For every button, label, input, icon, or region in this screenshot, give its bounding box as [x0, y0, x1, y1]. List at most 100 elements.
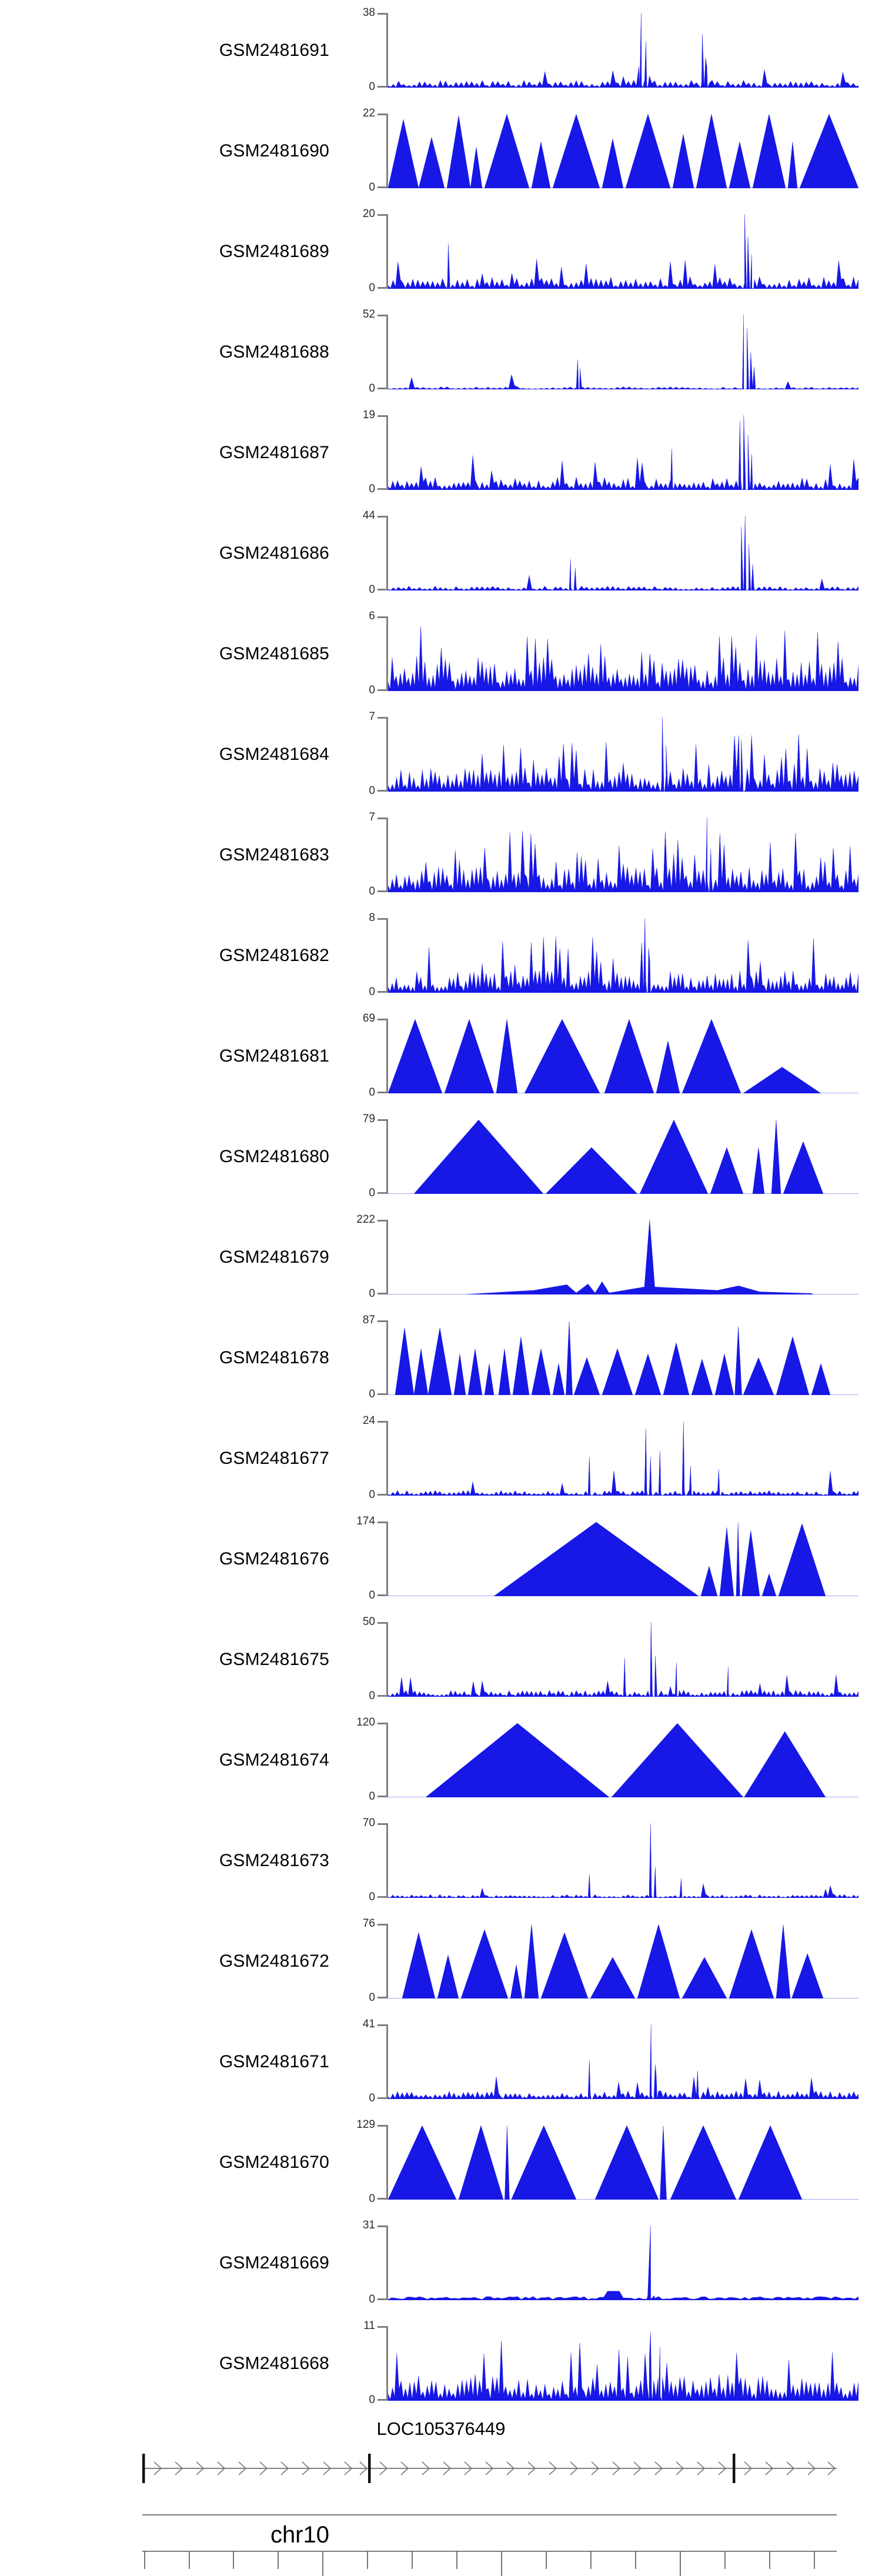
axis-line: [386, 717, 388, 792]
axis-max-value: 8: [369, 912, 375, 924]
axis-tick-max: [377, 415, 388, 417]
axis-tick-min: [377, 488, 388, 490]
signal-svg: [388, 817, 858, 892]
signal-plot[interactable]: [388, 616, 858, 691]
track-y-axis: 19 0: [363, 402, 388, 503]
axis-max-value: 6: [369, 610, 375, 622]
chromosome-label: chr10: [270, 2522, 329, 2548]
axis-line: [386, 2024, 388, 2099]
axis-max-value: 20: [362, 208, 375, 220]
signal-track: GSM2481685 6 0: [0, 603, 882, 704]
signal-plot[interactable]: [388, 1119, 858, 1194]
signal-plot[interactable]: [388, 1320, 858, 1395]
signal-area: [388, 918, 858, 993]
signal-plot[interactable]: [388, 2024, 858, 2099]
signal-area: [388, 415, 858, 490]
axis-min-value: 0: [369, 1388, 375, 1400]
axis-max-value: 24: [362, 1414, 375, 1427]
axis-tick-max: [377, 1119, 388, 1121]
axis-tick-min: [377, 890, 388, 892]
gene-model[interactable]: [141, 2450, 838, 2487]
signal-svg: [388, 114, 858, 188]
track-y-axis: 76 0: [363, 1911, 388, 2011]
axis-line: [386, 415, 388, 490]
signal-plot[interactable]: [388, 1723, 858, 1797]
signal-plot[interactable]: [388, 1521, 858, 1596]
axis-max-value: 87: [362, 1314, 375, 1326]
axis-tick-max: [377, 315, 388, 316]
axis-min-value: 0: [369, 1086, 375, 1099]
track-label: GSM2481673: [219, 1850, 329, 1870]
axis-tick-min: [377, 1695, 388, 1697]
signal-area: [388, 1622, 858, 1697]
gene-name-label: LOC105376449: [376, 2418, 506, 2439]
signal-area: [388, 1521, 858, 1596]
signal-track: GSM2481686 44 0: [0, 503, 882, 603]
signal-plot[interactable]: [388, 1019, 858, 1093]
track-y-axis: 44 0: [363, 503, 388, 603]
signal-svg: [388, 2225, 858, 2300]
signal-svg: [388, 1019, 858, 1093]
axis-line: [386, 1320, 388, 1395]
axis-tick-min: [377, 1796, 388, 1797]
signal-plot[interactable]: [388, 717, 858, 792]
axis-tick-min: [377, 2097, 388, 2099]
signal-plot[interactable]: [388, 1421, 858, 1496]
track-label: GSM2481690: [219, 141, 329, 161]
signal-area: [388, 1823, 858, 1898]
signal-svg: [388, 415, 858, 490]
signal-plot[interactable]: [388, 918, 858, 993]
signal-plot[interactable]: [388, 315, 858, 389]
axis-tick-max: [377, 918, 388, 920]
ruler-axis[interactable]: 22.4Mb22.41Mb22.42Mb22.43Mb22.44Mb22.45M…: [141, 2510, 838, 2576]
axis-max-value: 52: [362, 308, 375, 321]
signal-plot[interactable]: [388, 1220, 858, 1294]
axis-min-value: 0: [369, 684, 375, 696]
axis-line: [386, 315, 388, 389]
signal-track: GSM2481679 222 0: [0, 1207, 882, 1307]
signal-plot[interactable]: [388, 817, 858, 892]
signal-svg: [388, 1823, 858, 1898]
axis-min-value: 0: [369, 2293, 375, 2305]
axis-tick-max: [377, 2024, 388, 2026]
signal-plot[interactable]: [388, 516, 858, 590]
axis-tick-max: [377, 516, 388, 518]
axis-min-value: 0: [369, 382, 375, 395]
signal-plot[interactable]: [388, 2326, 858, 2401]
axis-tick-max: [377, 717, 388, 719]
axis-line: [386, 13, 388, 88]
track-y-axis: 79 0: [363, 1106, 388, 1207]
track-label: GSM2481680: [219, 1146, 329, 1166]
signal-svg: [388, 1521, 858, 1596]
axis-line: [386, 2326, 388, 2401]
track-label: GSM2481683: [219, 845, 329, 865]
track-y-axis: 52 0: [362, 302, 388, 402]
track-y-axis: 70 0: [363, 1810, 388, 1911]
signal-plot[interactable]: [388, 1924, 858, 1998]
signal-track: GSM2481689 20 0: [0, 201, 882, 302]
signal-area: [388, 626, 858, 691]
signal-track: GSM2481674 120 0: [0, 1710, 882, 1810]
axis-tick-max: [377, 1823, 388, 1825]
track-y-axis: 11 0: [363, 2313, 388, 2414]
signal-plot[interactable]: [388, 1622, 858, 1697]
signal-svg: [388, 626, 858, 691]
axis-tick-min: [377, 2298, 388, 2300]
signal-plot[interactable]: [388, 2125, 858, 2200]
axis-min-value: 0: [369, 1287, 375, 1300]
axis-max-value: 174: [356, 1515, 375, 1527]
gene-annotation-track: LOC105376449: [0, 2414, 882, 2502]
axis-line: [386, 214, 388, 289]
track-y-axis: 222 0: [356, 1207, 388, 1307]
axis-tick-min: [377, 790, 388, 792]
signal-plot[interactable]: [388, 2225, 858, 2300]
axis-min-value: 0: [369, 583, 375, 596]
axis-min-value: 0: [369, 2193, 375, 2205]
signal-plot[interactable]: [388, 13, 858, 88]
axis-tick-min: [377, 1192, 388, 1194]
signal-plot[interactable]: [388, 214, 858, 289]
signal-plot[interactable]: [388, 415, 858, 490]
signal-plot[interactable]: [388, 114, 858, 188]
signal-plot[interactable]: [388, 1823, 858, 1898]
